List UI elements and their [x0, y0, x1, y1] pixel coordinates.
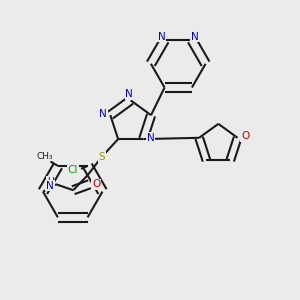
- Text: N: N: [46, 181, 54, 191]
- Text: S: S: [98, 152, 105, 162]
- Text: Cl: Cl: [68, 165, 78, 175]
- Text: O: O: [92, 179, 100, 189]
- Text: H: H: [47, 177, 53, 186]
- Text: N: N: [158, 32, 166, 42]
- Text: N: N: [147, 133, 154, 142]
- Text: CH₃: CH₃: [37, 152, 53, 161]
- Text: O: O: [241, 131, 249, 141]
- Text: N: N: [125, 89, 133, 99]
- Text: N: N: [99, 109, 107, 119]
- Text: N: N: [191, 32, 199, 42]
